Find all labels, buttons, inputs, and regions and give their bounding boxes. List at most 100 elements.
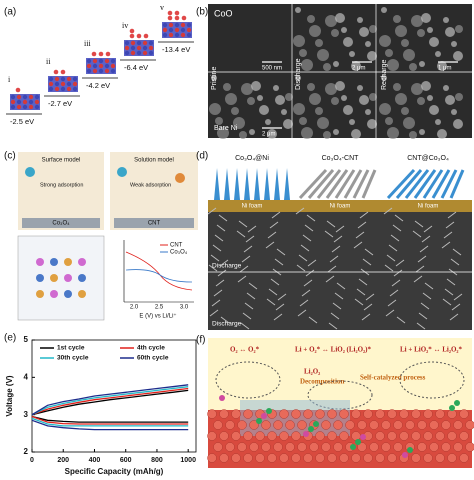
x-axis-label: Specific Capacity (mAh/g) [65,467,164,476]
x-tick-label: 600 [120,457,132,464]
fiber [219,259,229,267]
substrate-label: Ni foam [242,204,263,210]
grain [401,39,409,47]
sem-panel [208,212,472,330]
fiber [308,316,318,324]
grain [333,129,339,135]
fiber [331,245,341,253]
tube [386,168,416,200]
atom [92,68,98,74]
grain [283,119,293,129]
atom [174,32,180,38]
row-label: Discharge [212,321,242,328]
grain [367,51,377,61]
fiber [358,278,368,286]
atom [168,32,174,38]
atom [174,22,180,28]
molecule [256,418,262,424]
lattice-atom [423,409,433,419]
lattice-atom [411,409,421,419]
atom [10,104,16,110]
lattice-atom [387,431,397,441]
grain [309,25,321,37]
curve [31,386,189,416]
grain [295,7,301,13]
lattice-atom [393,420,403,430]
fiber [306,214,316,222]
lattice-atom [375,453,385,463]
grain [385,117,393,125]
grain [323,131,331,139]
fiber [333,235,343,243]
atom [16,104,22,110]
grain [335,13,345,23]
grain [225,93,237,105]
grain [317,117,329,129]
grain [281,109,287,115]
grain [231,107,239,115]
zoom-circle [215,361,281,399]
fiber [275,303,285,311]
tube [449,169,465,199]
legend-label: 60th cycle [137,355,169,362]
atom [124,50,130,56]
grain [429,37,439,47]
fiber [441,241,451,249]
nanowire [224,168,230,200]
fiber [242,312,252,320]
grain [385,49,393,57]
lattice-atom [447,453,457,463]
fiber [241,255,251,263]
grain [451,109,457,115]
fiber [443,231,453,239]
lattice-atom [285,420,295,430]
fiber [383,207,393,215]
adsorbate [98,51,104,57]
fiber [394,214,404,222]
atom [168,27,174,33]
lattice-atom [261,420,271,430]
grain [419,129,425,135]
fiber [391,279,401,287]
lattice-atom [399,409,409,419]
atom [60,76,66,82]
legend-label: Co₃O₄ [170,250,188,256]
atom [180,22,186,28]
fiber [300,244,310,252]
tube [431,169,451,199]
nanowire [274,168,280,200]
atom [186,32,192,38]
adsorbate [174,10,180,16]
grain [367,119,377,129]
mini-plot [112,236,198,320]
reaction-step: O₂ ↔ O₂* [230,346,260,354]
fiber [390,234,400,242]
fiber [299,299,309,307]
lattice-atom [249,420,259,430]
fiber [450,258,460,266]
adsorbate [15,87,21,93]
fiber [444,288,454,296]
lattice-atom [261,442,271,452]
product-label: Li₂O₂ [304,368,320,376]
grain [369,25,377,33]
fiber [326,220,336,228]
lattice-atom [207,453,217,463]
x-tick-label: 200 [57,457,69,464]
lattice-atom [255,453,265,463]
substrate-label: Ni foam [330,204,351,210]
curve [31,387,189,416]
grain [393,83,401,91]
atom [72,76,78,82]
lattice-atom [363,409,373,419]
tube [352,169,370,199]
lattice-atom [207,409,217,419]
x-tick-label: 2.0 [130,305,139,311]
grain [409,63,417,71]
atom [48,76,54,82]
structure-diagram [17,235,105,321]
grain [379,35,391,47]
lattice-atom [231,431,241,441]
lattice-atom [249,442,259,452]
lattice-atom [351,409,361,419]
